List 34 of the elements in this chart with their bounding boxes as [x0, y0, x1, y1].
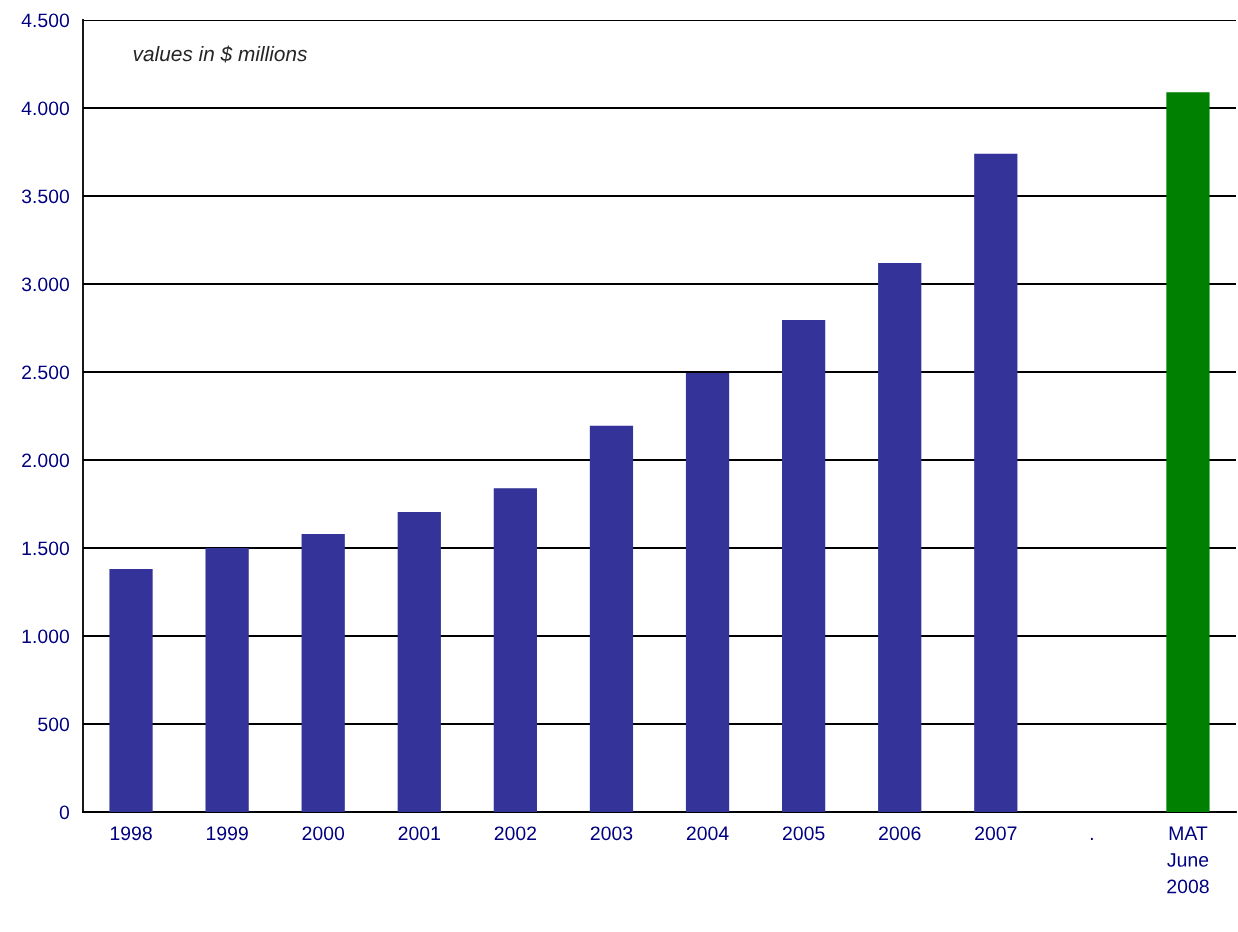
x-tick-label: 2004	[686, 826, 729, 841]
bar	[109, 569, 153, 812]
bar	[685, 372, 730, 812]
bar	[397, 511, 441, 812]
y-tick-label: 3.000	[21, 277, 70, 292]
y-tick-label: 2.000	[22, 453, 70, 468]
bar	[974, 153, 1018, 812]
x-tick-label: 1999	[206, 826, 248, 841]
x-tick-label: 2002	[494, 826, 537, 841]
y-tick-label: 1.000	[22, 629, 70, 644]
bar	[589, 425, 634, 812]
bar	[782, 320, 826, 812]
x-tick-label: 1998	[110, 826, 152, 841]
x-tick-label: MAT June 2008	[1167, 826, 1209, 894]
bar	[878, 262, 922, 812]
x-tick-label: 2001	[398, 826, 440, 841]
x-tick-label: 2000	[302, 826, 345, 841]
annotation: values in $ millions	[133, 45, 307, 63]
x-tick-label: .	[1090, 837, 1093, 840]
y-tick-label: 2.500	[22, 365, 70, 380]
x-tick-label: 2007	[975, 826, 1017, 841]
x-tick-label: 2006	[879, 826, 921, 841]
x-tick-label: 2003	[590, 826, 633, 841]
y-tick-label: 0	[59, 805, 70, 820]
bar	[1166, 92, 1210, 812]
bar	[205, 548, 249, 812]
y-tick-label: 4.500	[21, 13, 70, 28]
bar	[301, 533, 345, 812]
y-tick-label: 1.500	[22, 541, 70, 556]
bar	[493, 488, 537, 812]
x-tick-label: 2005	[782, 826, 825, 841]
y-tick-label: 4.000	[21, 101, 70, 116]
y-tick-label: 3.500	[21, 189, 70, 204]
y-tick-label: 500	[38, 717, 70, 732]
